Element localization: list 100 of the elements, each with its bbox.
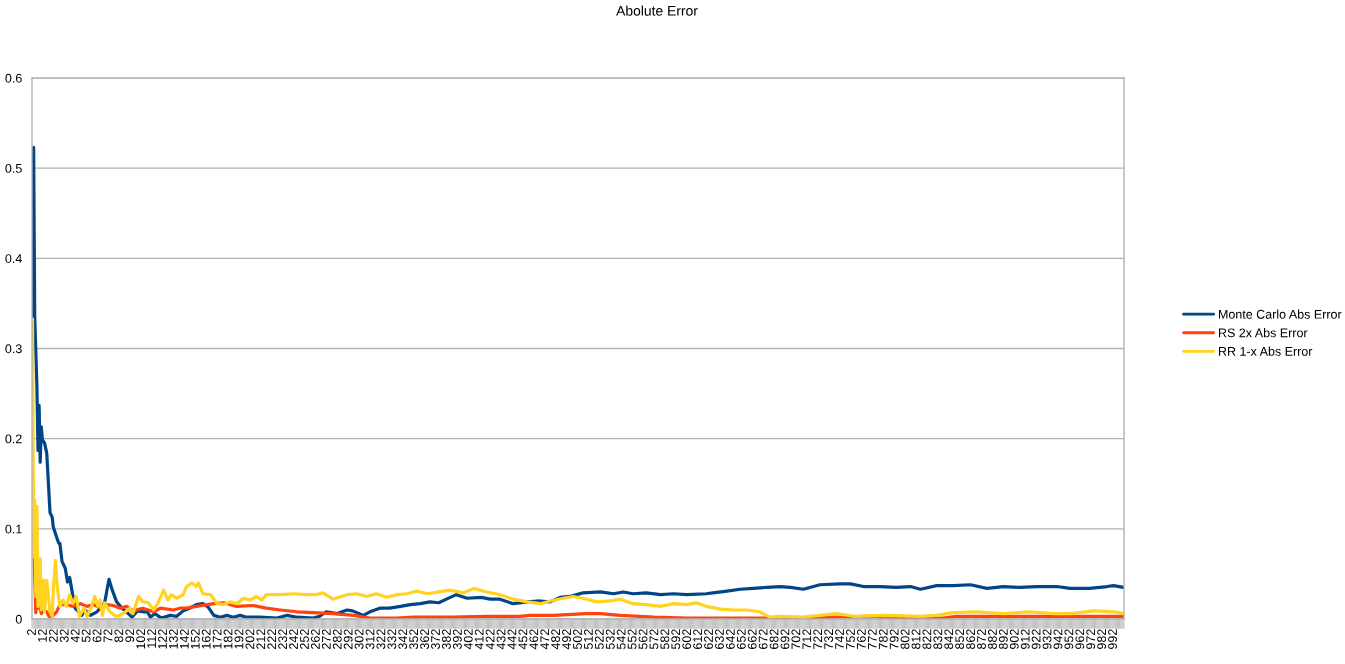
x-tick-label: 422 <box>485 629 495 650</box>
x-tick-label: 882 <box>988 629 997 650</box>
x-tick-label: 272 <box>321 629 331 649</box>
x-tick-label: 482 <box>551 629 561 650</box>
x-tick-label: 402 <box>463 629 473 650</box>
y-tick-label: 0.1 <box>5 524 22 534</box>
legend-label: RS 2x Abs Error <box>1219 328 1308 338</box>
x-tick-label: 662 <box>747 629 757 649</box>
x-tick-label: 772 <box>867 629 877 649</box>
x-tick-label: 552 <box>627 629 637 650</box>
x-tick-label: 392 <box>452 629 462 650</box>
x-tick-label: 242 <box>289 629 298 649</box>
x-tick-label: 602 <box>682 629 692 649</box>
x-tick-label: 572 <box>649 629 659 650</box>
x-tick-label: 122 <box>158 629 167 649</box>
x-tick-label: 732 <box>824 629 834 649</box>
x-tick-label: 372 <box>431 629 440 650</box>
x-tick-label: 232 <box>278 629 288 649</box>
x-tick-label: 862 <box>966 629 976 650</box>
x-tick-label: 462 <box>529 629 539 650</box>
x-tick-label: 202 <box>245 629 255 649</box>
x-tick-label: 992 <box>1108 629 1117 649</box>
x-tick-label: 92 <box>125 629 135 643</box>
x-tick-label: 982 <box>1097 629 1107 649</box>
x-tick-label: 802 <box>900 629 910 650</box>
x-tick-label: 712 <box>802 629 812 649</box>
x-tick-label: 962 <box>1075 629 1085 649</box>
x-tick-label: 582 <box>660 629 670 650</box>
x-tick-label: 412 <box>474 629 484 650</box>
x-tick-label: 562 <box>638 629 648 650</box>
x-tick-label: 282 <box>332 629 342 649</box>
x-tick-label: 852 <box>955 629 965 650</box>
x-tick-label: 352 <box>409 629 419 650</box>
x-tick-label: 752 <box>846 629 855 649</box>
x-tick-label: 672 <box>758 629 768 649</box>
x-tick-label: 292 <box>343 629 353 649</box>
y-tick-label: 0.5 <box>5 163 22 173</box>
x-tick-label: 22 <box>48 629 58 642</box>
y-tick-label: 0.6 <box>5 73 22 83</box>
x-tick-label: 832 <box>933 629 943 650</box>
x-tick-label: 452 <box>518 629 528 650</box>
x-tick-label: 322 <box>376 629 386 650</box>
x-tick-label: 792 <box>889 629 899 649</box>
x-tick-label: 72 <box>103 629 113 642</box>
x-tick-label: 682 <box>769 629 779 649</box>
x-tick-label: 622 <box>704 629 713 649</box>
x-tick-label: 742 <box>835 629 844 649</box>
x-tick-label: 652 <box>736 629 746 649</box>
x-tick-label: 382 <box>442 629 451 650</box>
x-tick-label: 902 <box>1009 629 1019 649</box>
x-tick-label: 892 <box>998 629 1008 650</box>
x-tick-label: 492 <box>562 629 571 650</box>
x-tick-label: 612 <box>693 629 703 649</box>
x-tick-label: 82 <box>114 629 124 643</box>
x-tick-label: 302 <box>354 629 364 650</box>
chart-title: Abolute Error <box>616 5 698 16</box>
x-tick-label: 312 <box>365 629 375 650</box>
x-tick-label: 502 <box>573 629 582 650</box>
x-tick-label: 2 <box>27 629 36 636</box>
x-tick-label: 212 <box>256 629 266 649</box>
x-tick-label: 692 <box>780 629 790 649</box>
x-tick-label: 332 <box>387 629 397 650</box>
x-tick-label: 172 <box>212 629 222 649</box>
x-tick-label: 112 <box>147 629 156 648</box>
y-tick-label: 0.4 <box>5 254 22 263</box>
x-tick-label: 182 <box>223 629 233 649</box>
y-tick-label: 0.2 <box>5 434 22 444</box>
x-tick-label: 152 <box>190 629 200 649</box>
x-tick-label: 722 <box>813 629 823 649</box>
x-tick-label: 442 <box>507 629 517 650</box>
legend-label: RR 1-x Abs Error <box>1219 346 1313 356</box>
x-tick-label: 822 <box>922 629 932 650</box>
y-tick-label: 0 <box>15 614 22 624</box>
x-tick-label: 52 <box>81 629 91 643</box>
x-tick-label: 702 <box>791 629 801 649</box>
x-tick-label: 592 <box>671 629 681 650</box>
x-tick-label: 472 <box>540 629 550 650</box>
y-tick-label: 0.3 <box>5 344 22 354</box>
x-tick-label: 132 <box>169 629 178 649</box>
x-tick-label: 262 <box>310 629 320 649</box>
x-tick-label: 782 <box>878 629 888 649</box>
x-tick-label: 512 <box>583 629 593 650</box>
x-tick-label: 142 <box>179 629 189 649</box>
x-tick-label: 192 <box>234 629 244 649</box>
x-tick-label: 542 <box>616 629 626 650</box>
x-tick-label: 162 <box>201 629 211 649</box>
x-tick-label: 872 <box>977 629 986 650</box>
x-tick-label: 632 <box>715 629 724 649</box>
x-tick-label: 32 <box>59 629 69 643</box>
x-tick-label: 842 <box>944 629 954 650</box>
x-tick-label: 12 <box>37 629 47 642</box>
x-tick-label: 42 <box>70 629 80 643</box>
x-tick-label: 932 <box>1042 629 1052 649</box>
x-tick-label: 252 <box>300 629 309 649</box>
x-tick-label: 972 <box>1086 629 1096 649</box>
x-tick-label: 362 <box>420 629 430 650</box>
x-tick-label: 62 <box>92 629 102 642</box>
x-tick-label: 342 <box>398 629 408 650</box>
x-tick-label: 812 <box>911 629 921 650</box>
x-tick-label: 222 <box>267 629 277 649</box>
